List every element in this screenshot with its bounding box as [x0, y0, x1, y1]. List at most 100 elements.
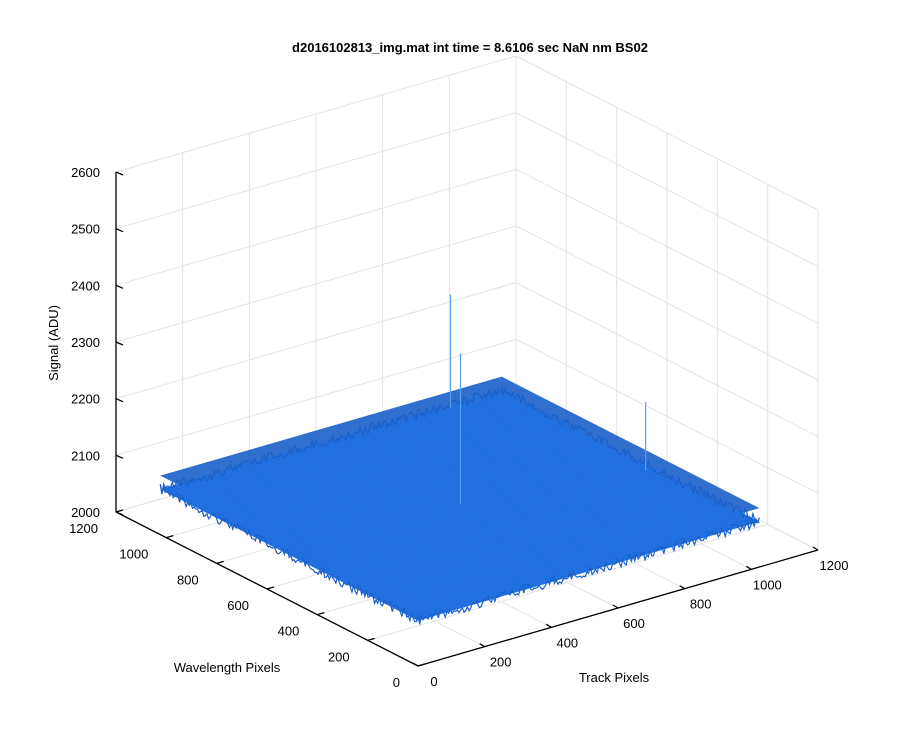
- grid-line: [515, 225, 819, 381]
- surface-texture-line: [284, 453, 627, 554]
- y-tick-label: 400: [278, 624, 300, 639]
- surface-texture-line: [207, 414, 549, 514]
- x-tick-label: 0: [430, 674, 437, 689]
- surface-texture-line: [362, 492, 704, 593]
- x-tick-label: 600: [623, 616, 645, 631]
- surface-texture-line: [177, 398, 519, 499]
- surface-texture-line: [379, 501, 721, 602]
- x-tick-mark: [479, 643, 486, 648]
- surface-texture-line: [276, 449, 618, 549]
- surface-texture-line: [336, 479, 678, 580]
- y-tick-mark: [417, 663, 426, 667]
- grid-line: [115, 168, 517, 286]
- y-tick-label: 1000: [119, 547, 148, 562]
- surface-texture-line: [233, 427, 575, 527]
- x-tick-label: 400: [556, 635, 578, 650]
- y-tick-label: 800: [177, 572, 199, 587]
- x-tick-label: 1200: [820, 558, 849, 573]
- surface-texture-line: [271, 446, 614, 547]
- grid-line: [515, 282, 819, 438]
- tick-labels: 0 200 400 600 800 1000 1200 0 200 400 600 800 1000 12…: [69, 165, 848, 690]
- surface-texture-line: [259, 440, 601, 540]
- z-tick-label: 2600: [71, 165, 100, 180]
- grid-line: [367, 523, 768, 641]
- surface-texture-line: [383, 503, 726, 604]
- surface-texture-line: [203, 411, 545, 512]
- x-tick-label: 1000: [753, 577, 782, 592]
- surface-texture-line: [332, 477, 674, 578]
- grid-line: [515, 338, 819, 494]
- x-tick-mark: [745, 565, 752, 570]
- grid-line: [115, 338, 517, 456]
- z-tick-label: 2000: [71, 505, 100, 520]
- y-tick-mark: [317, 612, 325, 616]
- surface-texture-line: [220, 420, 562, 521]
- y-tick-mark: [367, 637, 375, 641]
- surface-texture-line: [263, 442, 605, 543]
- z-tick-mark: [115, 341, 124, 346]
- surface-edge: [159, 484, 419, 623]
- surface-texture-line: [314, 468, 657, 569]
- surface-texture-line: [297, 460, 640, 560]
- surface-texture-line: [301, 462, 644, 562]
- y-tick-mark: [166, 535, 174, 539]
- surface-texture-line: [344, 484, 687, 584]
- x-tick-mark: [679, 585, 686, 590]
- z-tick-mark: [115, 398, 124, 403]
- grid-line: [115, 55, 517, 173]
- y-tick-label: 0: [393, 675, 400, 690]
- surface-texture-line: [216, 418, 558, 518]
- surface-edge: [159, 386, 502, 494]
- surface-texture-line: [164, 392, 506, 492]
- z-tick-label: 2500: [71, 222, 100, 237]
- surface-texture-line: [306, 464, 648, 564]
- surface-texture-line: [194, 407, 537, 508]
- surface-texture-line: [357, 490, 700, 591]
- surface-texture-line: [392, 508, 734, 608]
- surface-texture-line: [374, 499, 717, 600]
- surface-texture-line: [310, 466, 653, 567]
- surface-texture-line: [198, 409, 541, 510]
- surface-texture-line: [293, 457, 635, 558]
- surface-texture-line: [185, 403, 528, 503]
- surface-texture-line: [349, 486, 691, 586]
- axes: [115, 171, 819, 667]
- surface-texture-line: [353, 488, 695, 589]
- surface-texture-line: [413, 519, 756, 619]
- z-tick-mark: [115, 284, 124, 289]
- surface-texture-line: [237, 429, 580, 529]
- surface-texture-line: [228, 425, 571, 525]
- z-tick-mark: [115, 454, 124, 459]
- grid-line: [115, 282, 517, 400]
- surface-texture-line: [280, 451, 622, 551]
- surface-texture-line: [246, 433, 588, 534]
- y-tick-label: 600: [227, 598, 249, 613]
- z-tick-label: 2400: [71, 278, 100, 293]
- surface-texture-line: [224, 422, 567, 523]
- surface-texture-line: [241, 431, 584, 532]
- y-tick-mark: [216, 560, 224, 564]
- surface-texture-line: [323, 473, 665, 573]
- surface-texture-line: [211, 416, 554, 516]
- z-tick-label: 2300: [71, 335, 100, 350]
- surface-texture-line: [417, 521, 760, 621]
- surface-texture-line: [387, 506, 730, 606]
- y-tick-mark: [266, 586, 275, 590]
- surface-texture-line: [289, 455, 631, 556]
- surface-texture-line: [409, 517, 751, 617]
- y-tick-mark: [115, 509, 124, 513]
- surface-texture-line: [405, 514, 747, 615]
- surface-texture-line: [254, 438, 597, 538]
- data-surface: [159, 294, 760, 625]
- surface-texture-line: [173, 396, 515, 497]
- y-tick-label: 1200: [69, 521, 98, 536]
- y-axis-label: Wavelength Pixels: [174, 660, 281, 675]
- z-tick-mark: [115, 171, 124, 176]
- grid-line: [515, 55, 819, 211]
- surface-edge: [417, 517, 760, 625]
- surface-texture-line: [370, 497, 713, 597]
- surface-texture-line: [327, 475, 670, 575]
- surface-texture-line: [366, 495, 708, 595]
- surface-texture-line: [250, 436, 592, 536]
